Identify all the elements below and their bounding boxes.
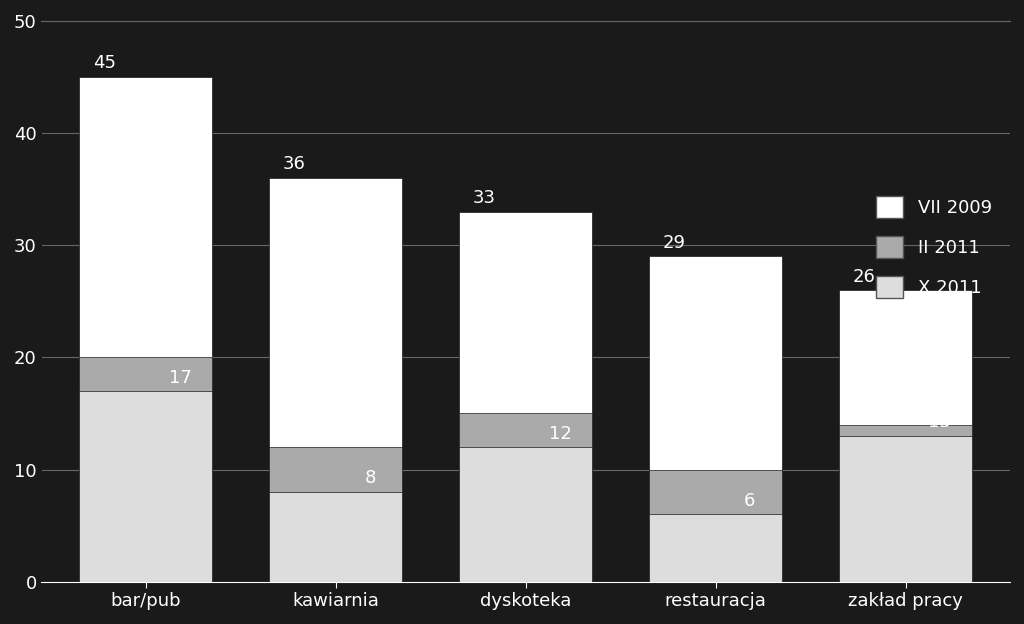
Bar	[269, 447, 402, 582]
Text: 26: 26	[852, 268, 876, 286]
Bar	[649, 514, 782, 582]
Text: 36: 36	[283, 155, 305, 173]
Bar	[80, 77, 212, 582]
Text: 12: 12	[325, 424, 347, 442]
Bar	[460, 414, 592, 582]
Bar	[269, 178, 402, 582]
Bar	[840, 290, 972, 582]
Text: 33: 33	[472, 189, 496, 207]
Text: 13: 13	[929, 413, 951, 431]
Bar	[80, 358, 212, 582]
Bar	[460, 447, 592, 582]
Text: 45: 45	[93, 54, 116, 72]
Bar	[80, 391, 212, 582]
Text: 17: 17	[169, 369, 191, 386]
Text: 12: 12	[549, 424, 571, 442]
Bar	[460, 212, 592, 582]
Text: 14: 14	[894, 402, 918, 420]
Bar	[649, 256, 782, 582]
Text: 10: 10	[705, 447, 727, 465]
Bar	[649, 469, 782, 582]
Legend: VII 2009, II 2011, X 2011: VII 2009, II 2011, X 2011	[867, 187, 1001, 307]
Bar	[840, 436, 972, 582]
Bar	[269, 492, 402, 582]
Text: 8: 8	[365, 469, 376, 487]
Text: 20: 20	[134, 335, 158, 353]
Text: 6: 6	[744, 492, 756, 510]
Text: 15: 15	[514, 391, 538, 409]
Bar	[840, 425, 972, 582]
Text: 29: 29	[663, 234, 685, 252]
